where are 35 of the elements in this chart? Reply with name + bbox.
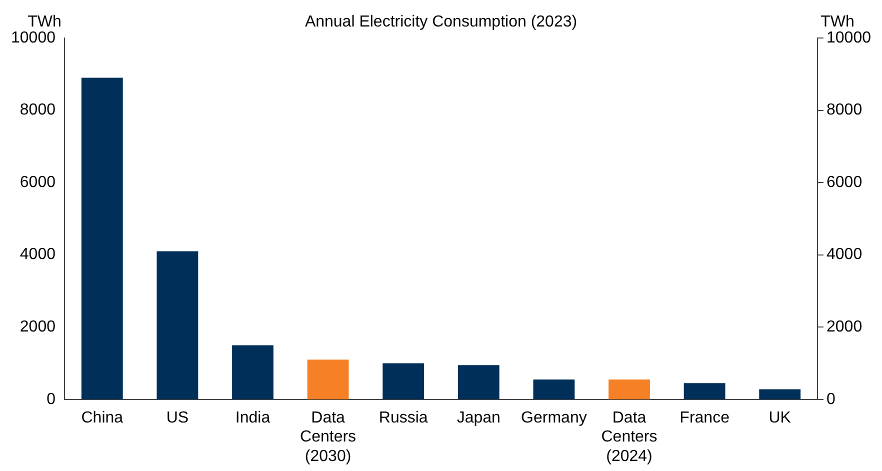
x-tick-label: US: [166, 409, 189, 426]
bar: [684, 383, 726, 400]
bar: [156, 251, 198, 400]
y2-tick-label: 8000: [826, 102, 862, 119]
bar: [759, 389, 801, 400]
bar: [382, 363, 424, 400]
y2-tick-label: 10000: [826, 29, 872, 46]
x-tick-label: Data Centers (2030): [300, 409, 356, 465]
x-tick-label: Germany: [521, 409, 587, 426]
bar: [608, 380, 650, 400]
y2-tick-label: 0: [826, 390, 836, 408]
x-tick-label: Russia: [378, 409, 428, 426]
y-tick-label: 0: [46, 390, 56, 408]
y-tick-label: 10000: [10, 29, 56, 46]
bar: [81, 78, 123, 400]
bar: [458, 365, 500, 400]
bar: [307, 360, 349, 400]
y2-tick-label: 4000: [826, 246, 862, 264]
y-tick-label: 2000: [20, 318, 56, 336]
y2-axis-title: TWh: [820, 13, 854, 30]
x-tick-label: UK: [768, 409, 792, 426]
chart-title: Annual Electricity Consumption (2023): [304, 13, 578, 30]
y-tick-label: 8000: [20, 102, 56, 119]
x-tick-label: China: [81, 409, 124, 426]
bar: [232, 345, 274, 400]
bar: [533, 380, 575, 400]
y2-tick-label: 2000: [826, 318, 862, 336]
x-tick-label: Data Centers (2024): [601, 409, 658, 465]
y-axis-title: TWh: [28, 13, 62, 30]
x-tick-label: India: [235, 409, 270, 426]
y-tick-label: 6000: [20, 174, 56, 191]
x-tick-label: France: [680, 409, 730, 426]
x-tick-label: Japan: [456, 409, 500, 426]
y-tick-label: 4000: [20, 246, 56, 264]
y2-tick-label: 6000: [826, 174, 862, 191]
